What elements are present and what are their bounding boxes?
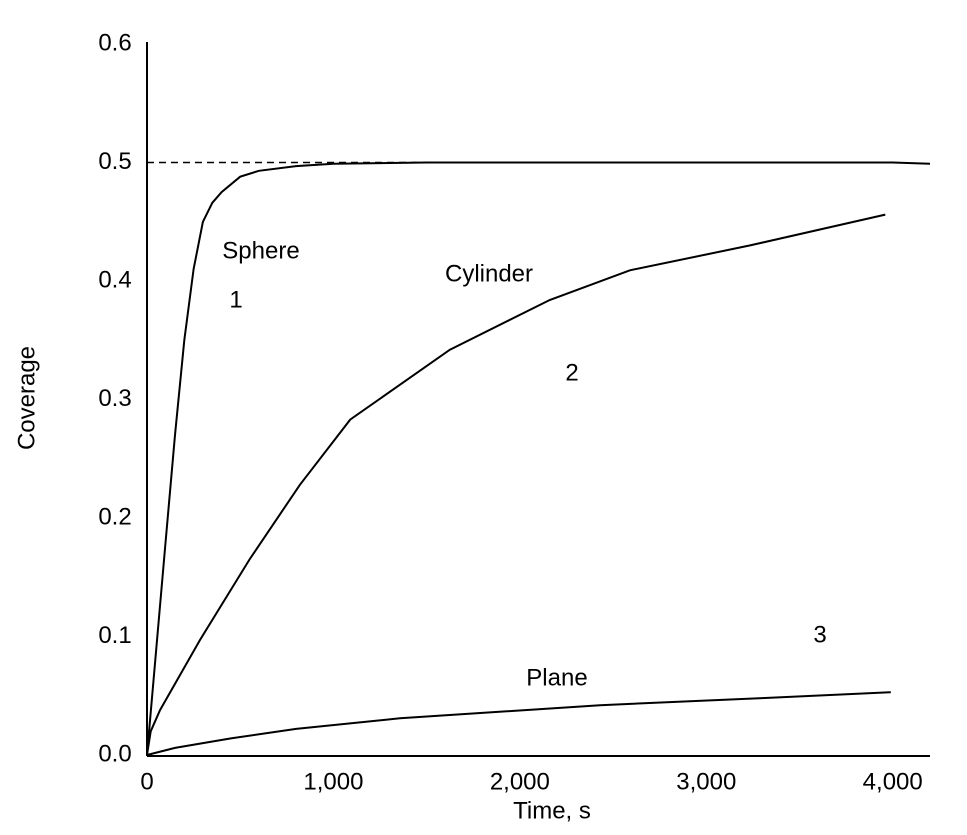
- series-line: [146, 691, 891, 756]
- y-tick-label: 0.1: [98, 622, 131, 649]
- y-tick-label: 0.3: [98, 385, 131, 412]
- y-axis-label: Coverage: [13, 346, 40, 450]
- series-line: [146, 161, 931, 756]
- series-name: Cylinder: [445, 260, 533, 287]
- y-tick-label: 0.6: [98, 29, 131, 56]
- x-tick-label: 4,000: [863, 768, 923, 795]
- series-name: Sphere: [222, 237, 299, 264]
- x-tick-label: 2,000: [490, 768, 550, 795]
- x-tick-label: 0: [140, 768, 153, 795]
- series-number: 1: [229, 286, 242, 313]
- y-tick-label: 0.2: [98, 503, 131, 530]
- y-tick-label: 0.0: [98, 740, 131, 767]
- series-name: Plane: [526, 664, 587, 691]
- series-line: [146, 213, 886, 756]
- y-tick-label: 0.5: [98, 148, 131, 175]
- y-tick-label: 0.4: [98, 266, 131, 293]
- series-number: 2: [565, 359, 578, 386]
- x-tick-label: 1,000: [303, 768, 363, 795]
- series-number: 3: [813, 621, 826, 648]
- x-axis-label: Time, s: [513, 797, 591, 824]
- x-tick-label: 3,000: [676, 768, 736, 795]
